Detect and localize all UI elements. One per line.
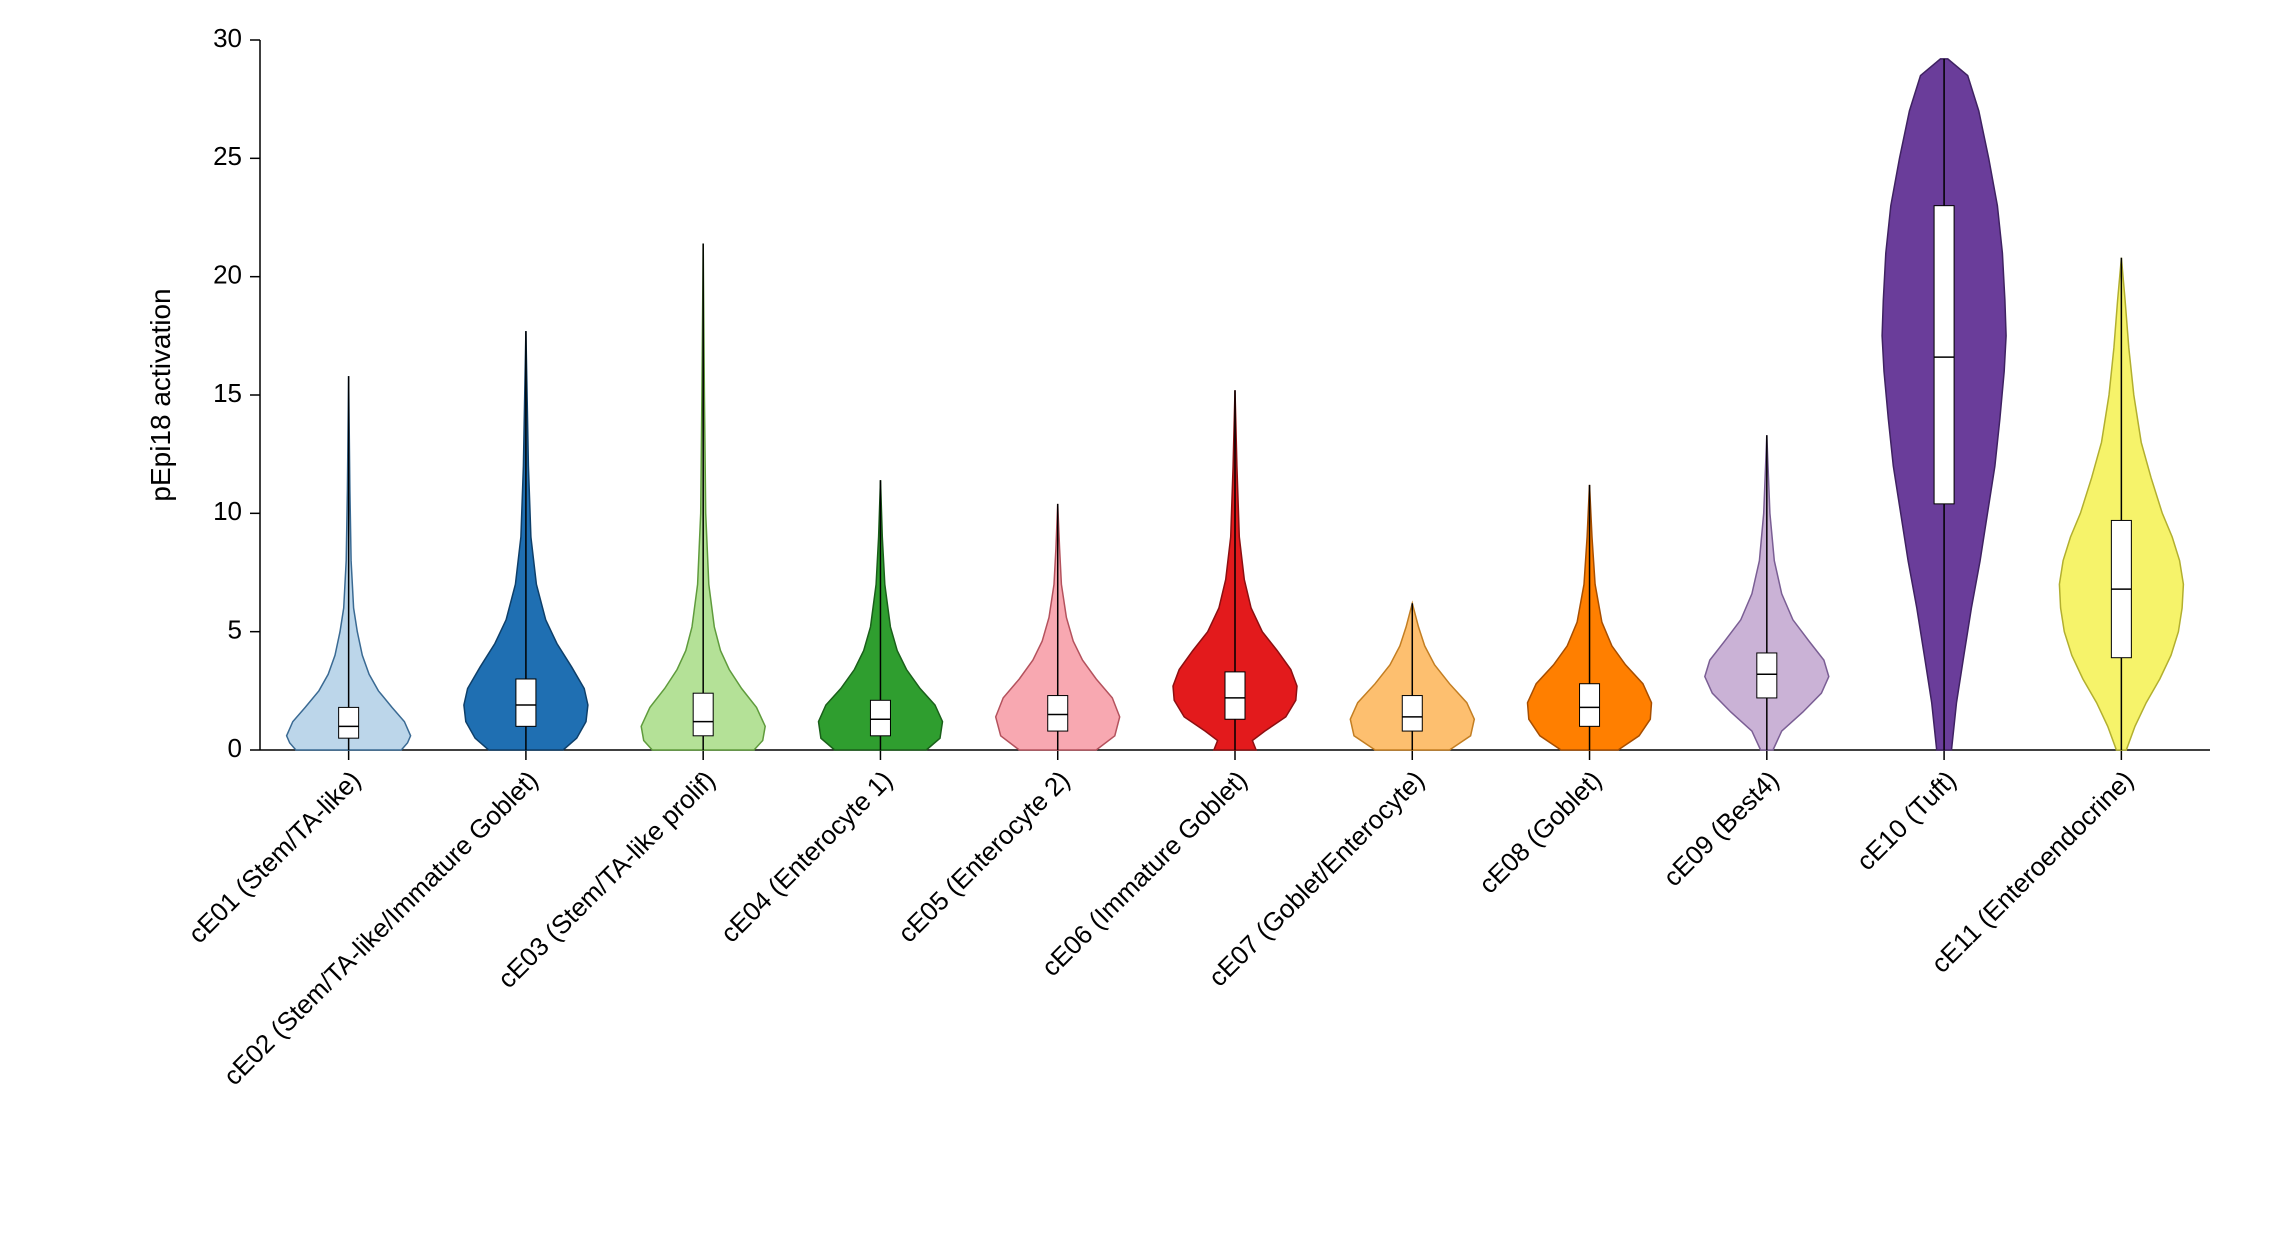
boxplot-box (1048, 696, 1068, 732)
y-tick-label: 0 (228, 733, 242, 763)
y-tick-label: 15 (213, 378, 242, 408)
boxplot-box (1580, 684, 1600, 727)
y-tick-label: 10 (213, 496, 242, 526)
boxplot-box (693, 693, 713, 736)
boxplot-box (870, 700, 890, 736)
boxplot-box (516, 679, 536, 726)
boxplot-box (1225, 672, 1245, 719)
boxplot-box (1402, 696, 1422, 732)
y-tick-label: 20 (213, 260, 242, 290)
y-axis-label: pEpi18 activation (145, 288, 176, 501)
boxplot-box (339, 707, 359, 738)
y-tick-label: 30 (213, 23, 242, 53)
violin-chart: 051015202530pEpi18 activationcE01 (Stem/… (0, 0, 2292, 1250)
y-tick-label: 25 (213, 141, 242, 171)
boxplot-box (1934, 206, 1954, 504)
chart-svg: 051015202530pEpi18 activationcE01 (Stem/… (0, 0, 2292, 1250)
boxplot-box (1757, 653, 1777, 698)
y-tick-label: 5 (228, 615, 242, 645)
